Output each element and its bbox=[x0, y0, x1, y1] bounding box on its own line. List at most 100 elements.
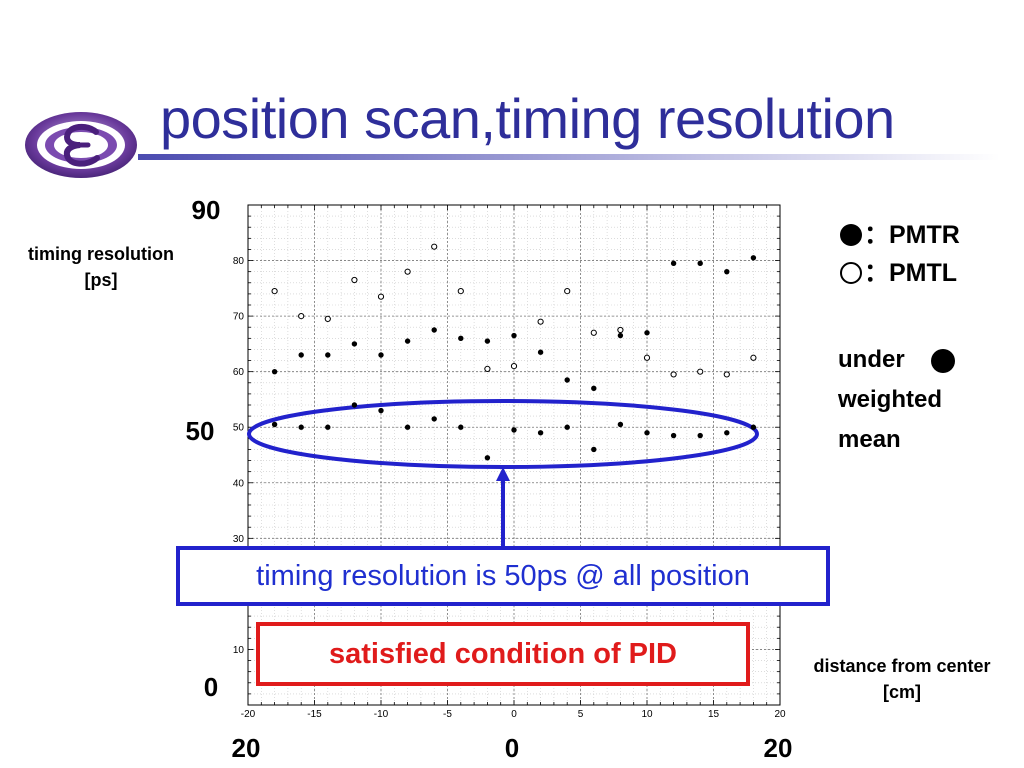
x-tick-label: 20 bbox=[774, 709, 786, 720]
point-pmtr bbox=[271, 368, 278, 375]
point-weighted-mean bbox=[404, 424, 411, 430]
point-pmtr bbox=[670, 260, 677, 267]
legend-pmtr-label: ：PMTR bbox=[864, 221, 960, 249]
point-pmtr bbox=[564, 377, 570, 383]
open-circle-icon bbox=[840, 262, 862, 284]
note-line2: weighted bbox=[838, 386, 943, 413]
x-tick-label: -15 bbox=[307, 709, 322, 720]
point-pmtr bbox=[511, 332, 517, 339]
point-pmtl bbox=[537, 318, 544, 325]
x-tick-label: -10 bbox=[374, 709, 389, 720]
point-weighted-mean bbox=[458, 424, 464, 430]
x-tick-label: 10 bbox=[641, 709, 653, 720]
legend-pmtl: ：PMTL bbox=[840, 258, 957, 288]
point-weighted-mean bbox=[617, 421, 624, 428]
point-pmtl bbox=[298, 313, 305, 320]
point-weighted-mean bbox=[564, 424, 570, 430]
point-weighted-mean bbox=[750, 424, 757, 430]
point-pmtl bbox=[404, 268, 411, 275]
y-label-90: 90 bbox=[191, 195, 221, 225]
point-weighted-mean bbox=[724, 430, 730, 436]
point-weighted-mean bbox=[697, 432, 703, 439]
callout-blue-text: timing resolution is 50ps @ all position bbox=[256, 559, 750, 592]
point-pmtl bbox=[617, 326, 624, 334]
point-weighted-mean bbox=[271, 421, 278, 428]
point-weighted-mean bbox=[325, 424, 331, 430]
y-tick-label: 10 bbox=[233, 645, 245, 656]
point-pmtl bbox=[670, 371, 677, 378]
point-weighted-mean bbox=[431, 416, 437, 422]
weighted-mean-note: under weighted mean bbox=[838, 340, 1008, 460]
x-tick-label: 15 bbox=[708, 709, 720, 720]
point-pmtl bbox=[271, 288, 278, 295]
legend-pmtr: ：PMTR bbox=[840, 220, 960, 250]
x-label-left-20: 20 bbox=[231, 733, 261, 763]
y-axis-label-line1: timing resolution bbox=[28, 244, 174, 264]
callout-red-text: satisfied condition of PID bbox=[328, 637, 677, 670]
point-pmtl bbox=[697, 368, 704, 375]
data-points bbox=[271, 243, 757, 461]
point-pmtl bbox=[377, 293, 385, 300]
point-pmtl bbox=[484, 365, 491, 372]
y-axis-label-unit: [ps] bbox=[84, 270, 118, 290]
x-tick-label: -20 bbox=[241, 709, 256, 720]
point-pmtl bbox=[723, 371, 730, 378]
x-label-center-0: 0 bbox=[504, 733, 520, 763]
x-tick-label: 0 bbox=[511, 709, 517, 720]
point-weighted-mean bbox=[511, 427, 517, 433]
point-weighted-mean bbox=[644, 430, 650, 436]
point-pmtr bbox=[378, 352, 384, 358]
y-tick-label: 80 bbox=[233, 256, 245, 267]
point-pmtl bbox=[750, 354, 757, 361]
point-pmtl bbox=[643, 354, 651, 361]
callout-red: satisfied condition of PID bbox=[256, 622, 750, 686]
point-pmtr bbox=[404, 338, 411, 344]
point-weighted-mean bbox=[537, 430, 544, 436]
y-tick-label: 50 bbox=[233, 423, 245, 434]
point-pmtl bbox=[457, 288, 464, 295]
point-weighted-mean bbox=[351, 402, 358, 408]
y-tick-label: 60 bbox=[233, 367, 245, 378]
point-pmtr bbox=[644, 330, 650, 336]
callout-arrow-head bbox=[496, 467, 510, 481]
point-weighted-mean bbox=[591, 446, 597, 453]
point-pmtr bbox=[298, 352, 304, 358]
point-weighted-mean bbox=[378, 407, 384, 414]
y-tick-label: 30 bbox=[233, 534, 245, 545]
legend-pmtl-label: ：PMTL bbox=[864, 259, 958, 287]
y-axis-label: timing resolution [ps] bbox=[4, 241, 198, 293]
point-pmtr bbox=[537, 349, 544, 355]
point-pmtr bbox=[431, 327, 437, 333]
point-pmtr bbox=[617, 332, 624, 339]
logo bbox=[25, 112, 137, 178]
callout-blue: timing resolution is 50ps @ all position bbox=[176, 546, 830, 606]
grid bbox=[248, 205, 780, 705]
point-weighted-mean bbox=[670, 432, 677, 439]
x-tick-label: -5 bbox=[443, 709, 452, 720]
y-label-50: 50 bbox=[185, 416, 215, 446]
point-weighted-mean bbox=[484, 455, 491, 461]
filled-circle-icon bbox=[840, 224, 862, 246]
point-pmtr bbox=[697, 260, 703, 267]
title-underline bbox=[138, 154, 1000, 160]
point-pmtr bbox=[724, 268, 730, 275]
y-label-0: 0 bbox=[203, 672, 219, 702]
point-pmtl bbox=[351, 276, 358, 284]
point-pmtr bbox=[484, 338, 491, 344]
point-pmtr bbox=[458, 335, 464, 342]
point-pmtl bbox=[324, 315, 331, 322]
x-axis-label-line1: distance from center bbox=[813, 656, 991, 676]
point-pmtr bbox=[325, 352, 331, 358]
note-line1: under bbox=[838, 346, 905, 373]
point-pmtr bbox=[750, 255, 757, 261]
note-line3: mean bbox=[838, 426, 901, 453]
point-pmtr bbox=[351, 341, 358, 347]
y-tick-label: 70 bbox=[233, 312, 245, 323]
point-pmtl bbox=[590, 329, 597, 336]
point-weighted-mean bbox=[298, 424, 304, 430]
slide-title: position scan,timing resolution bbox=[160, 87, 895, 150]
point-pmtr bbox=[591, 385, 597, 392]
point-pmtl bbox=[564, 288, 571, 295]
y-tick-label: 40 bbox=[233, 478, 245, 489]
point-pmtl bbox=[510, 363, 518, 370]
